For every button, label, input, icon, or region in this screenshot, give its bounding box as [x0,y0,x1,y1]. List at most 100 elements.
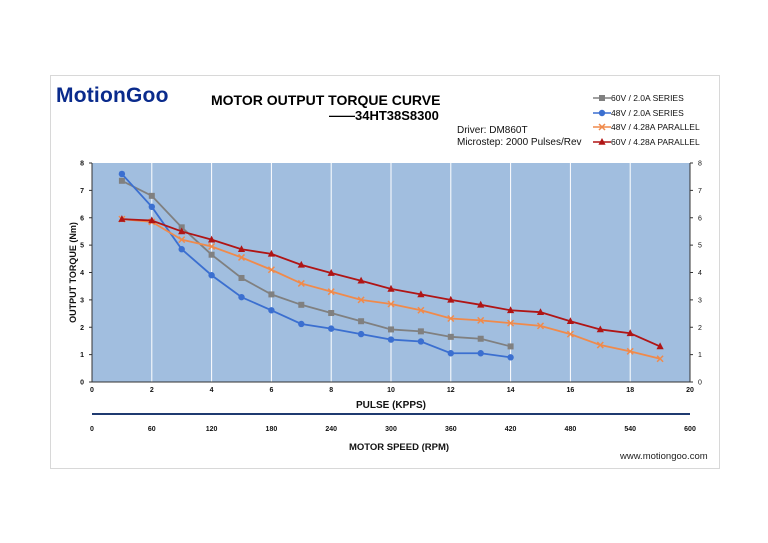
data-point [447,295,455,303]
legend-marker [599,95,605,102]
data-point [477,300,485,308]
legend-label: 60V / 4.28A PARALLEL [611,136,700,147]
x-tick-label: 10 [387,387,395,394]
data-point [536,308,545,315]
legend-item: 48V / 4.28A PARALLEL [593,120,700,135]
x-tick-label: 14 [507,387,515,394]
y-tick-label: 5 [80,243,84,250]
rpm-tick-label: 120 [206,426,218,433]
data-point [298,320,305,328]
data-point [297,260,305,268]
x-tick-label: 4 [210,387,214,394]
x-tick-label: 0 [90,387,94,394]
data-point [268,291,275,298]
x-tick-label: 8 [329,387,333,394]
data-point [358,318,365,325]
data-point [208,235,216,243]
legend-swatch [593,95,611,102]
data-point [507,354,514,361]
legend-label: 60V / 2.0A SERIES [611,93,684,104]
legend-swatch [593,123,611,131]
data-point [237,253,246,261]
data-point [417,338,425,345]
data-point [327,269,335,276]
y-tick-label-right: 4 [698,270,702,277]
chart-title: MOTOR OUTPUT TORQUE CURVE [211,92,441,108]
data-point [357,296,365,304]
data-point [626,329,634,337]
chart-subtitle: ——34HT38S8300 [329,108,439,123]
rpm-tick-label: 360 [445,426,457,433]
x-tick-label: 12 [447,387,455,394]
data-point [447,350,454,357]
rpm-tick-label: 600 [684,426,696,433]
y-tick-label-right: 5 [698,243,702,250]
data-point [208,272,215,279]
data-point [656,355,664,363]
data-point [477,350,484,357]
x-axis-label: PULSE (KPPS) [356,400,426,411]
data-point [507,343,514,350]
data-point [507,306,515,314]
data-point [417,328,424,335]
data-point [447,314,455,323]
y-tick-label-right: 3 [698,297,702,304]
website-url: www.motiongoo.com [620,451,708,462]
data-point [328,325,335,332]
legend-marker [598,109,606,116]
y-tick-label-right: 1 [698,352,702,359]
data-point [566,330,574,338]
data-point [268,307,275,314]
x-tick-label: 16 [567,387,575,394]
legend-item: 48V / 2.0A SERIES [593,106,700,121]
data-point [118,177,125,184]
data-point [328,310,335,317]
data-point [178,224,185,231]
data-point [387,336,395,343]
data-point [118,170,126,178]
microstep-label: Microstep: 2000 Pulses/Rev [457,137,582,148]
data-point [178,236,186,244]
x-tick-label: 18 [626,387,634,394]
legend-label: 48V / 4.28A PARALLEL [611,122,700,133]
legend-swatch [593,137,611,145]
data-point [566,317,574,325]
data-point [477,316,485,324]
data-point [417,306,425,314]
data-point [267,249,275,257]
data-point [238,293,245,301]
rpm-tick-label: 180 [266,426,278,433]
rpm-tick-label: 420 [505,426,517,433]
data-point [447,333,454,340]
data-point [477,335,484,342]
brand-logo: MotionGoo [56,84,169,107]
data-point [148,192,155,199]
data-point [178,246,185,253]
data-point [507,319,515,327]
data-point [148,216,156,224]
y-tick-label: 8 [80,161,84,168]
y-tick-label: 0 [80,380,84,387]
data-point [327,288,335,296]
data-point [626,347,634,355]
legend-swatch [593,109,611,116]
legend-label: 48V / 2.0A SERIES [611,107,684,118]
data-point [536,322,545,330]
y-tick-label-right: 7 [698,188,702,195]
y-tick-label-right: 2 [698,325,702,332]
y-tick-label-right: 0 [698,380,702,387]
y-tick-label: 3 [80,297,84,304]
data-point [387,300,395,308]
y-tick-label: 6 [80,215,84,222]
data-point [148,203,155,210]
y-tick-label: 4 [80,270,84,277]
data-point [267,266,275,274]
data-point [357,330,365,338]
legend-item: 60V / 2.0A SERIES [593,91,700,106]
legend-item: 60V / 4.28A PARALLEL [593,135,700,150]
rpm-tick-label: 300 [385,426,397,433]
rpm-axis-label: MOTOR SPEED (RPM) [349,442,449,453]
data-point [387,284,395,292]
driver-info: Driver: DM860T Microstep: 2000 Pulses/Re… [457,125,582,149]
